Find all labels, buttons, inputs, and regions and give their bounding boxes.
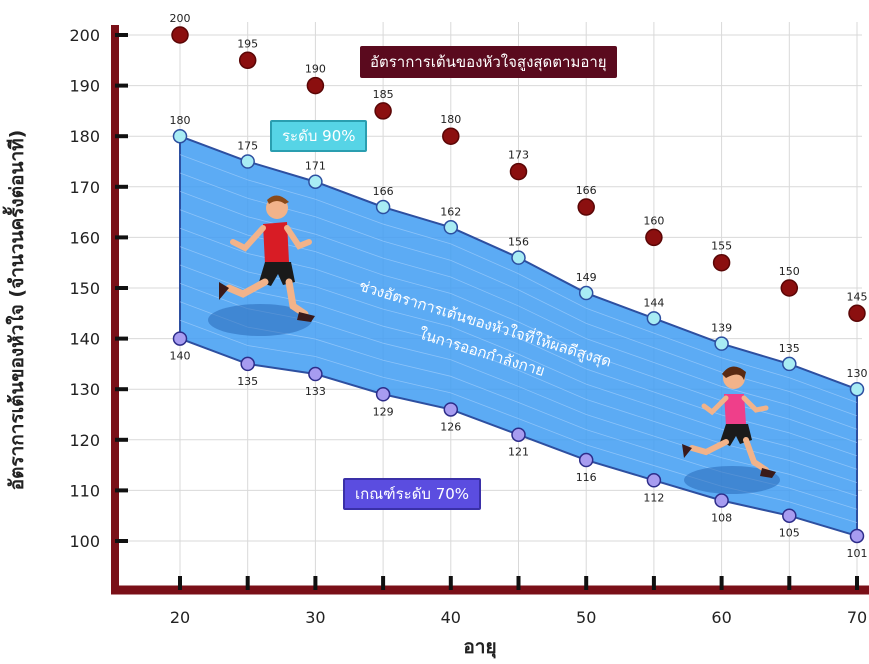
lower-label: 126 bbox=[440, 420, 461, 433]
upper-label: 162 bbox=[440, 205, 461, 218]
x-axis-label: อายุ bbox=[463, 636, 497, 658]
lower-point bbox=[443, 402, 459, 417]
y-tick-label: 100 bbox=[69, 532, 100, 551]
lower-label: 105 bbox=[779, 527, 800, 540]
max-label: 166 bbox=[576, 184, 597, 197]
max-label: 150 bbox=[779, 265, 800, 278]
y-axis-label-wrap: อัตราการเต้นของหัวใจ (จำนวนครั้งต่อนาที) bbox=[2, 80, 32, 540]
y-tick-label: 200 bbox=[69, 26, 100, 45]
upper-point bbox=[849, 381, 865, 397]
upper-point bbox=[240, 154, 255, 169]
upper-label: 130 bbox=[847, 367, 868, 380]
lower-label: 133 bbox=[305, 385, 326, 398]
x-tick-label: 40 bbox=[441, 608, 461, 627]
x-tick-label: 50 bbox=[576, 608, 596, 627]
max-point bbox=[848, 304, 866, 323]
y-tick-label: 190 bbox=[69, 77, 100, 96]
max-point bbox=[645, 228, 663, 247]
max-label: 155 bbox=[711, 240, 732, 253]
lower-point bbox=[511, 427, 526, 442]
level-90-label: ระดับ 90% bbox=[270, 120, 368, 152]
lower-point bbox=[849, 528, 865, 544]
y-tick-label: 130 bbox=[69, 380, 100, 399]
lower-label: 129 bbox=[373, 405, 394, 418]
x-tick-label: 70 bbox=[847, 608, 867, 627]
max-label: 145 bbox=[847, 290, 868, 303]
lower-label: 112 bbox=[643, 491, 664, 504]
y-tick-label: 110 bbox=[69, 481, 100, 500]
axes: 100 110 120 130 140 150 160 170 180 190 200 20 30 40 5… bbox=[69, 25, 869, 627]
max-label: 160 bbox=[643, 214, 664, 227]
max-label: 180 bbox=[440, 113, 461, 126]
max-point bbox=[712, 253, 731, 272]
lower-label: 135 bbox=[237, 375, 258, 388]
lower-point bbox=[240, 356, 255, 372]
max-label: 185 bbox=[373, 88, 394, 101]
upper-label: 135 bbox=[779, 342, 800, 355]
max-point bbox=[374, 102, 392, 120]
lower-point bbox=[782, 508, 797, 523]
band-texture-line bbox=[179, 154, 858, 403]
lower-point bbox=[172, 331, 188, 346]
max-point bbox=[442, 127, 460, 145]
max-point bbox=[171, 26, 189, 44]
lower-label: 108 bbox=[711, 512, 732, 525]
upper-point bbox=[308, 174, 323, 189]
upper-point bbox=[511, 250, 526, 265]
upper-point bbox=[172, 128, 188, 144]
lower-label: 116 bbox=[576, 471, 597, 484]
upper-point bbox=[646, 311, 662, 326]
max-point bbox=[238, 51, 257, 70]
max-label: 190 bbox=[305, 63, 326, 76]
max-label: 173 bbox=[508, 149, 529, 162]
y-tick-label: 160 bbox=[69, 228, 100, 247]
upper-label: 139 bbox=[711, 322, 732, 335]
x-tick-label: 30 bbox=[305, 608, 325, 627]
lower-point bbox=[714, 493, 729, 508]
y-tick-label: 180 bbox=[69, 127, 100, 146]
data-marks: 200 180 140 195 175 135 190 171 133 185 166 129 180 1… bbox=[170, 12, 868, 560]
y-tick-label: 150 bbox=[69, 279, 100, 298]
max-point bbox=[509, 162, 528, 181]
max-point bbox=[577, 198, 595, 216]
max-point bbox=[780, 279, 799, 297]
lower-point bbox=[308, 366, 323, 382]
runner-woman-illustration bbox=[682, 366, 780, 494]
upper-point bbox=[578, 285, 594, 301]
runner-man-illustration bbox=[208, 195, 315, 336]
upper-label: 180 bbox=[170, 114, 191, 127]
lower-point bbox=[375, 387, 391, 402]
lower-label: 101 bbox=[847, 547, 868, 560]
y-axis-label: อัตราการเต้นของหัวใจ (จำนวนครั้งต่อนาที) bbox=[6, 129, 28, 491]
lower-label: 140 bbox=[170, 350, 191, 363]
lower-label: 121 bbox=[508, 446, 529, 459]
max-point bbox=[306, 76, 325, 95]
upper-label: 175 bbox=[237, 140, 258, 153]
y-tick-label: 140 bbox=[69, 330, 100, 349]
upper-point bbox=[443, 220, 459, 235]
upper-label: 144 bbox=[643, 296, 664, 309]
upper-label: 149 bbox=[576, 271, 597, 284]
lower-point bbox=[578, 452, 594, 468]
y-tick-label: 120 bbox=[69, 431, 100, 450]
max-label: 195 bbox=[237, 37, 258, 50]
upper-label: 156 bbox=[508, 236, 529, 249]
y-tick-label: 170 bbox=[69, 178, 100, 197]
upper-label: 166 bbox=[373, 185, 394, 198]
upper-point bbox=[375, 199, 391, 215]
band-texture-line bbox=[179, 191, 858, 430]
upper-point bbox=[714, 336, 729, 351]
max-label: 200 bbox=[170, 12, 191, 25]
upper-label: 171 bbox=[305, 160, 326, 173]
threshold-70-label: เกณฑ์ระดับ 70% bbox=[343, 478, 482, 510]
max-heart-rate-label: อัตราการเต้นของหัวใจสูงสุดตามอายุ bbox=[360, 46, 617, 78]
upper-point bbox=[782, 356, 797, 372]
x-tick-label: 20 bbox=[170, 608, 190, 627]
lower-point bbox=[646, 473, 662, 488]
x-tick-label: 60 bbox=[711, 608, 731, 627]
